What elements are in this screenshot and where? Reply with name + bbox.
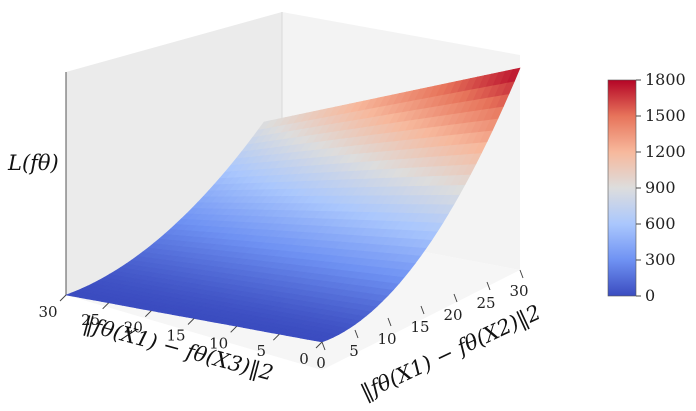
x-tick-mark xyxy=(387,317,392,327)
y-tick-label: 30 xyxy=(38,303,57,321)
x-tick-mark xyxy=(354,329,359,339)
colorbar-tick-label: 300 xyxy=(645,250,676,269)
x-tick-label: 20 xyxy=(443,306,462,324)
y-tick-label: 15 xyxy=(166,327,185,345)
y-tick-label: 20 xyxy=(124,319,143,337)
x-tick-label: 30 xyxy=(509,282,528,300)
y-tick-mark xyxy=(315,341,323,349)
y-tick-mark xyxy=(102,302,110,310)
x-tick-mark xyxy=(519,269,524,279)
y-tick-mark xyxy=(59,294,67,302)
colorbar-ticks: 0 300 600 900 1200 1500 1800 xyxy=(636,70,686,305)
x-tick-label: 25 xyxy=(476,294,495,312)
colorbar-tick-label: 900 xyxy=(645,178,676,197)
colorbar-tick-label: 1800 xyxy=(645,70,686,89)
z-axis-label: L(fθ) xyxy=(7,151,59,175)
colorbar xyxy=(607,79,637,297)
loss-surface xyxy=(64,67,521,343)
y-axis-ticks: 0 5 10 15 20 25 30 xyxy=(38,294,323,368)
y-tick-label: 5 xyxy=(257,342,267,360)
x-tick-label: 5 xyxy=(349,342,359,360)
y-tick-mark xyxy=(272,333,280,341)
surface-patch xyxy=(506,67,521,83)
x-tick-label: 15 xyxy=(410,318,429,336)
x-tick-mark xyxy=(486,281,491,291)
x-tick-label: 0 xyxy=(316,354,326,372)
y-tick-label: 0 xyxy=(299,350,309,368)
x-tick-mark xyxy=(321,341,326,351)
y-tick-label: 25 xyxy=(81,311,100,329)
x-tick-mark xyxy=(420,305,425,315)
y-tick-label: 10 xyxy=(209,334,228,352)
x-tick-label: 10 xyxy=(377,330,396,348)
colorbar-tick-label: 1200 xyxy=(645,142,686,161)
colorbar-tick-label: 600 xyxy=(645,214,676,233)
colorbar-tick-label: 1500 xyxy=(645,106,686,125)
y-tick-mark xyxy=(230,325,238,333)
y-tick-mark xyxy=(144,310,152,318)
x-axis-ticks: 0 5 10 15 20 25 30 xyxy=(316,269,529,372)
x-tick-mark xyxy=(453,293,458,303)
y-tick-mark xyxy=(187,318,195,325)
colorbar-tick-label: 0 xyxy=(645,286,655,305)
